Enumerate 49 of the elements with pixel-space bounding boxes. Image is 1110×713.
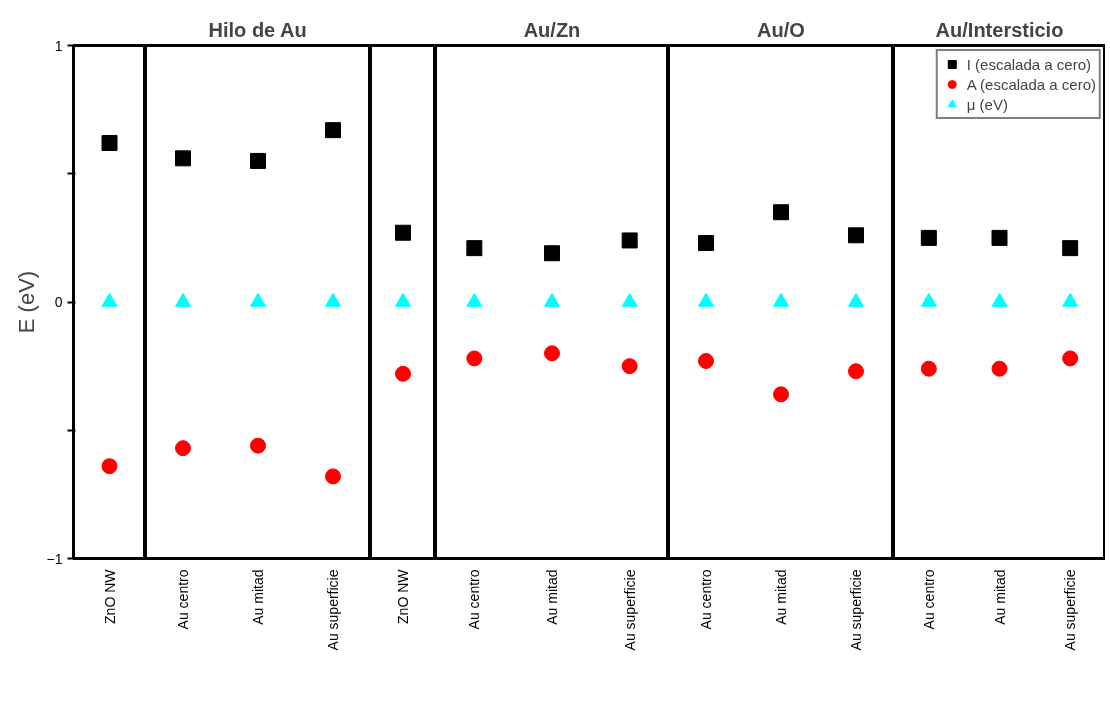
point	[698, 353, 714, 369]
point	[773, 204, 789, 221]
x-tick-label: Au mitad	[773, 569, 789, 625]
x-tick-label: Au superficie	[848, 569, 864, 651]
y-axis-title: E (eV)	[13, 270, 39, 334]
point	[1062, 350, 1079, 367]
point	[848, 227, 864, 244]
x-tick-label: ZnO NW	[101, 568, 118, 624]
x-tick-label: Au superficie	[1062, 569, 1079, 651]
point	[991, 360, 1008, 377]
x-tick-label: Au mitad	[544, 569, 560, 625]
chart-title: Au/Zn	[523, 18, 581, 41]
point	[175, 440, 191, 457]
point	[773, 386, 789, 403]
point	[621, 232, 638, 249]
point	[848, 363, 864, 380]
legend-label: μ (eV)	[966, 95, 1008, 113]
chart-title: Hilo de Au	[208, 18, 307, 41]
point	[991, 229, 1008, 246]
x-tick-label: Au centro	[466, 569, 483, 630]
point	[544, 345, 560, 362]
point	[920, 360, 937, 377]
x-tick-label: Au superficie	[621, 569, 638, 651]
x-tick-label: ZnO NW	[395, 568, 411, 624]
x-tick-label: Au superficie	[325, 569, 341, 651]
point	[250, 437, 266, 454]
chart-title: Au/O	[757, 18, 805, 41]
point	[175, 150, 191, 167]
x-tick-label: Au mitad	[250, 569, 266, 625]
point	[466, 350, 483, 367]
y-tick-label: 1	[54, 37, 63, 54]
y-tick-label: 0	[54, 294, 63, 310]
x-tick-label: Au mitad	[991, 569, 1008, 625]
y-tick-label: −1	[46, 550, 63, 567]
x-tick-label: Au centro	[698, 569, 714, 630]
point	[250, 152, 266, 169]
point	[544, 245, 560, 262]
x-tick-label: Au centro	[175, 569, 191, 630]
point	[698, 235, 714, 252]
point	[1062, 240, 1079, 257]
legend-label: A (escalada a cero)	[966, 75, 1096, 93]
point	[325, 122, 341, 139]
legend-label: I (escalada a cero)	[966, 55, 1091, 73]
x-tick-label: Au centro	[920, 569, 937, 630]
point	[920, 229, 937, 246]
chart-title: Au/Intersticio	[935, 18, 1064, 41]
point	[466, 240, 483, 257]
point	[325, 468, 341, 485]
point	[621, 358, 638, 375]
